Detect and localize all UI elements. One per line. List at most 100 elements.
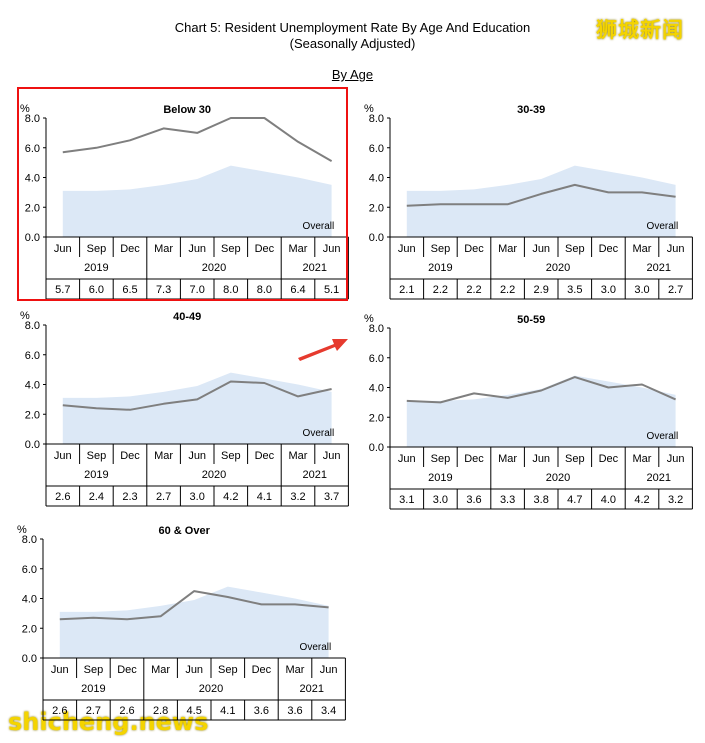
y-tick-label: 0.0 — [22, 653, 37, 665]
y-tick-label: 4.0 — [25, 173, 40, 185]
data-value-label: 3.0 — [634, 284, 649, 296]
data-value-label: 8.0 — [223, 284, 238, 296]
year-label: 2020 — [202, 469, 226, 481]
watermark-logo-top: 狮城新闻 — [596, 18, 684, 42]
year-label: 2019 — [81, 683, 105, 695]
y-tick-label: 8.0 — [22, 534, 37, 546]
month-label: Mar — [289, 450, 308, 462]
title-line-1: Chart 5: Resident Unemployment Rate By A… — [174, 20, 531, 35]
overall-area — [62, 165, 332, 237]
data-value-label: 3.6 — [254, 705, 269, 717]
data-value-label: 5.1 — [324, 284, 339, 296]
data-value-label: 3.0 — [190, 491, 205, 503]
data-value-label: 4.5 — [187, 705, 202, 717]
data-value-label: 2.3 — [122, 491, 137, 503]
year-label: 2021 — [303, 469, 327, 481]
data-value-label: 2.7 — [668, 284, 683, 296]
data-value-label: 3.3 — [500, 494, 515, 506]
month-label: Sep — [431, 453, 451, 465]
data-value-label: 6.0 — [89, 284, 104, 296]
y-tick-label: 0.0 — [25, 232, 40, 244]
data-value-label: 3.6 — [287, 705, 302, 717]
section-heading: By Age — [331, 67, 374, 82]
year-label: 2019 — [84, 262, 108, 274]
y-tick-label: 0.0 — [369, 442, 384, 454]
panel-title: 40-49 — [173, 311, 201, 323]
y-tick-label: 6.0 — [369, 143, 384, 155]
data-value-label: 3.2 — [290, 491, 305, 503]
data-value-label: 3.1 — [399, 494, 414, 506]
chart-title: Chart 5: Resident Unemployment Rate By A… — [0, 20, 705, 52]
panel-title: Below 30 — [163, 104, 211, 116]
chart-30-39: 0.0 2.0 4.0 6.0 8.0% 30-39 Overall 2019 2020 2021… — [364, 103, 693, 300]
y-axis-unit: % — [364, 313, 374, 325]
month-label: Dec — [255, 450, 275, 462]
y-tick-label: 8.0 — [25, 113, 40, 125]
year-label: 2020 — [546, 472, 570, 484]
month-label: Sep — [87, 243, 107, 255]
month-label: Jun — [667, 453, 685, 465]
data-value-label: 4.2 — [223, 491, 238, 503]
y-tick-label: 8.0 — [369, 323, 384, 335]
month-label: Sep — [87, 450, 107, 462]
year-label: 2019 — [84, 469, 108, 481]
month-label: Sep — [565, 453, 585, 465]
month-label: Mar — [498, 243, 517, 255]
data-value-label: 2.2 — [466, 284, 481, 296]
data-value-label: 3.4 — [321, 705, 336, 717]
month-label: Mar — [154, 450, 173, 462]
axis-table-grid — [42, 657, 346, 721]
month-label: Jun — [51, 664, 69, 676]
data-value-label: 2.8 — [153, 705, 168, 717]
month-label: Dec — [252, 664, 272, 676]
year-label: 2020 — [199, 683, 223, 695]
y-tick-label: 2.0 — [25, 202, 40, 214]
red-arrow — [298, 339, 348, 361]
y-tick-label: 8.0 — [25, 320, 40, 332]
chart-50-59: 0.0 2.0 4.0 6.0 8.0% 50-59 Overall 2019 2020 2021… — [364, 313, 693, 510]
data-value-label: 4.0 — [601, 494, 616, 506]
data-value-label: 2.4 — [89, 491, 104, 503]
axis-table-grid — [389, 446, 693, 510]
overall-area — [62, 372, 332, 444]
month-label: Jun — [398, 243, 416, 255]
y-tick-label: 2.0 — [369, 202, 384, 214]
year-label: 2021 — [300, 683, 324, 695]
data-value-label: 5.7 — [55, 284, 70, 296]
month-label: Dec — [255, 243, 275, 255]
year-label: 2020 — [546, 262, 570, 274]
overall-area — [406, 165, 676, 237]
month-label: Sep — [218, 664, 238, 676]
overall-label: Overall — [647, 431, 679, 442]
month-label: Dec — [117, 664, 137, 676]
month-label: Dec — [599, 243, 619, 255]
month-label: Jun — [54, 243, 72, 255]
month-label: Sep — [565, 243, 585, 255]
data-value-label: 4.2 — [634, 494, 649, 506]
chart-60-and-over: 0.0 2.0 4.0 6.0 8.0% 60 & Over Overall 2019 2020… — [17, 524, 346, 721]
y-axis-unit: % — [364, 103, 374, 115]
y-tick-label: 2.0 — [25, 409, 40, 421]
year-label: 2019 — [428, 262, 452, 274]
month-label: Mar — [498, 453, 517, 465]
data-value-label: 3.8 — [534, 494, 549, 506]
data-value-label: 2.1 — [399, 284, 414, 296]
month-label: Dec — [464, 453, 484, 465]
month-label: Jun — [188, 243, 206, 255]
month-label: Mar — [286, 664, 305, 676]
y-tick-label: 2.0 — [22, 623, 37, 635]
y-tick-label: 4.0 — [369, 383, 384, 395]
highlight-box — [17, 87, 348, 301]
y-axis-unit: % — [17, 524, 27, 536]
overall-label: Overall — [300, 642, 332, 653]
year-label: 2019 — [428, 472, 452, 484]
month-label: Sep — [221, 243, 241, 255]
month-label: Jun — [320, 664, 338, 676]
y-tick-label: 6.0 — [25, 350, 40, 362]
title-line-2: (Seasonally Adjusted) — [289, 36, 416, 51]
data-value-label: 7.3 — [156, 284, 171, 296]
data-value-label: 2.7 — [86, 705, 101, 717]
data-value-label: 2.2 — [433, 284, 448, 296]
month-label: Mar — [289, 243, 308, 255]
month-label: Sep — [221, 450, 241, 462]
